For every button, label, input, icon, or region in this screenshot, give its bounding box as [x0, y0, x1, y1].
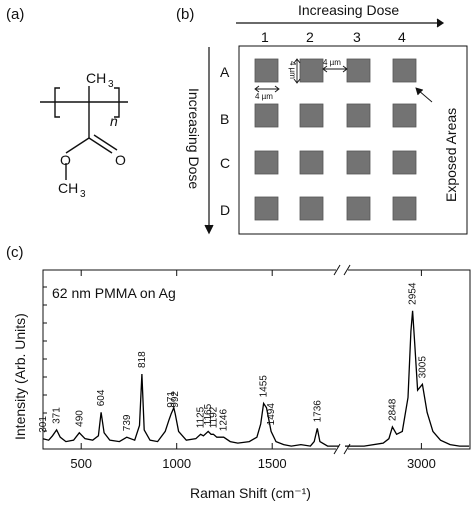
column-label-4: 4 — [398, 29, 406, 45]
break-gap-0 — [336, 265, 349, 275]
exposed-square-c1 — [254, 150, 279, 175]
peak-label-1455: 1455 — [259, 375, 270, 398]
panel-label-a: (a) — [6, 6, 25, 23]
column-label-2: 2 — [306, 29, 314, 45]
row-labels: A B C D — [220, 64, 230, 218]
break-gap-1 — [336, 444, 349, 454]
square-width-dimension: 4 µm — [255, 92, 273, 101]
x-tick-label-3000: 3000 — [407, 456, 436, 471]
exposed-square-a2 — [299, 58, 324, 83]
x-tick-label-1000: 1000 — [162, 456, 191, 471]
row-label-c: C — [220, 155, 230, 171]
axis-ticks — [43, 270, 422, 449]
peak-label-604: 604 — [96, 389, 107, 406]
y-axis-label: Intensity (Arb. Units) — [12, 313, 28, 440]
carbonyl-o-label: O — [115, 152, 126, 168]
peak-label-1736: 1736 — [312, 400, 323, 423]
row-label-a: A — [220, 64, 230, 80]
peak-label-1192: 1192 — [208, 406, 219, 428]
square-height-dimension: 4 µm — [288, 61, 297, 79]
ch3-top-subscript: 3 — [108, 79, 114, 90]
peak-label-490: 490 — [74, 410, 85, 427]
exposed-square-b2 — [299, 103, 324, 128]
chart-title: 62 nm PMMA on Ag — [52, 285, 176, 301]
ch3-bottom-subscript: 3 — [80, 189, 86, 200]
column-labels: 1 2 3 4 — [261, 29, 406, 45]
peak-label-371: 371 — [52, 407, 63, 424]
axis-break-marks — [333, 264, 351, 455]
peak-label-992: 992 — [170, 391, 181, 408]
row-label-d: D — [220, 202, 230, 218]
peak-label-1125: 1125 — [196, 406, 207, 428]
x-axis-label: Raman Shift (cm⁻¹) — [190, 485, 311, 501]
exposed-square-c4 — [392, 150, 417, 175]
exposed-square-b1 — [254, 103, 279, 128]
x-tick-label-1500: 1500 — [258, 456, 287, 471]
peak-label-971: 971 — [166, 391, 177, 408]
peak-label-301: 301 — [38, 416, 49, 433]
exposed-square-a1 — [254, 58, 279, 83]
peak-label-2954: 2954 — [408, 282, 419, 305]
exposed-square-b4 — [392, 103, 417, 128]
exposed-square-d3 — [346, 196, 371, 221]
peak-label-2848: 2848 — [387, 398, 398, 421]
exposed-square-grid — [254, 58, 417, 221]
square-gap-dimension: 4 µm — [323, 58, 341, 67]
exposed-square-d2 — [299, 196, 324, 221]
peak-label-3005: 3005 — [417, 356, 428, 379]
left-dose-label: Increasing Dose — [186, 88, 202, 189]
ester-o-label: O — [60, 152, 71, 168]
exposed-square-d1 — [254, 196, 279, 221]
exposed-square-d4 — [392, 196, 417, 221]
ch3-top-label: CH — [86, 70, 106, 86]
peak-label-818: 818 — [137, 351, 148, 368]
exposed-square-c3 — [346, 150, 371, 175]
ch3-bottom-label: CH — [58, 180, 78, 196]
peak-label-1246: 1246 — [219, 409, 230, 432]
column-label-3: 3 — [353, 29, 361, 45]
x-tick-label-500: 500 — [70, 456, 92, 471]
panel-label-c: (c) — [6, 244, 24, 261]
column-label-1: 1 — [261, 29, 269, 45]
exposed-areas-label: Exposed Areas — [443, 108, 459, 202]
peak-label-739: 739 — [122, 414, 133, 431]
exposed-square-c2 — [299, 150, 324, 175]
exposed-square-b3 — [346, 103, 371, 128]
spectrum-line — [42, 310, 470, 447]
row-label-b: B — [220, 111, 229, 127]
exposed-square-a4 — [392, 58, 417, 83]
peak-label-1494: 1494 — [266, 403, 277, 426]
x-tick-labels: 500 1000 1500 3000 — [70, 456, 436, 471]
break-slash — [343, 264, 351, 276]
break-slash — [333, 264, 341, 276]
repeat-n-label: n — [110, 113, 118, 129]
top-dose-label: Increasing Dose — [298, 2, 399, 18]
panel-label-b: (b) — [176, 6, 195, 23]
peak-label-1165: 1165 — [203, 403, 214, 425]
exposed-square-a3 — [346, 58, 371, 83]
